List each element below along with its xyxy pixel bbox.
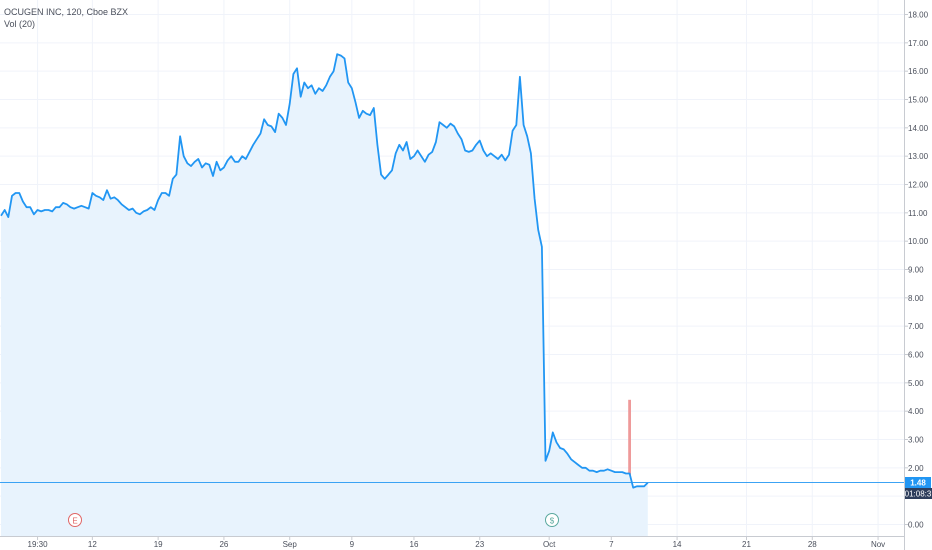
price-tick-label: 12.00 bbox=[908, 181, 929, 190]
price-tick-label: 6.00 bbox=[908, 351, 924, 360]
time-tick-label: 7 bbox=[609, 540, 614, 549]
price-tick-label: 8.00 bbox=[908, 294, 924, 303]
volume-indicator-label[interactable]: Vol (20) bbox=[4, 19, 36, 29]
earnings-marker[interactable] bbox=[68, 513, 82, 527]
price-axis[interactable]: 0.001.002.003.004.005.006.007.008.009.00… bbox=[904, 0, 932, 550]
price-tick-label: 7.00 bbox=[908, 322, 924, 331]
price-tick-label: 15.00 bbox=[908, 96, 929, 105]
chart-legend: OCUGEN INC, 120, Cboe BZX Vol (20) bbox=[4, 6, 128, 30]
time-tick-label: 21 bbox=[742, 540, 751, 549]
earnings-marker-label: E bbox=[72, 517, 77, 526]
price-tag-bg bbox=[905, 477, 931, 488]
countdown-bg bbox=[905, 488, 932, 499]
dividend-marker-label: $ bbox=[550, 517, 555, 526]
time-axis-bg bbox=[0, 536, 904, 550]
price-tick-label: 10.00 bbox=[908, 237, 929, 246]
price-tick-label: 11.00 bbox=[908, 209, 928, 218]
price-tick-label: 13.00 bbox=[908, 152, 929, 161]
time-tick-label: 26 bbox=[219, 540, 228, 549]
price-line bbox=[0, 53, 649, 489]
time-tick-label: Nov bbox=[871, 540, 885, 549]
price-axis-bg bbox=[904, 0, 932, 550]
dividend-marker[interactable] bbox=[545, 513, 559, 527]
bar-countdown: 01:08:3 bbox=[905, 490, 932, 499]
price-tag: 1.48 01:08:3 bbox=[905, 477, 932, 499]
time-axis[interactable]: 19:30 12 19 26 Sep 9 16 23 Oct 7 14 21 28 Nov bbox=[0, 536, 904, 550]
time-tick-label: 14 bbox=[673, 540, 682, 549]
event-markers[interactable]: E $ bbox=[68, 513, 559, 527]
time-tick-label: 9 bbox=[350, 540, 355, 549]
time-tick-label: Oct bbox=[543, 540, 556, 549]
price-tick-label: 2.00 bbox=[908, 464, 924, 473]
price-tick-label: 4.00 bbox=[908, 407, 924, 416]
symbol-title[interactable]: OCUGEN INC, 120, Cboe BZX bbox=[4, 7, 129, 17]
time-tick-label: 16 bbox=[410, 540, 419, 549]
time-tick-label: 28 bbox=[808, 540, 817, 549]
time-tick-label: Sep bbox=[283, 540, 298, 549]
price-area-fill bbox=[1, 54, 648, 536]
time-tick-label: 19 bbox=[154, 540, 163, 549]
price-tick-label: 14.00 bbox=[908, 124, 929, 133]
price-tick-label: 5.00 bbox=[908, 379, 924, 388]
price-tick-label: 9.00 bbox=[908, 266, 924, 275]
time-tick-label: 19:30 bbox=[28, 540, 49, 549]
time-tick-label: 12 bbox=[88, 540, 97, 549]
volume-bar bbox=[628, 399, 631, 532]
price-tick-label: 3.00 bbox=[908, 436, 924, 445]
price-tick-label: 0.00 bbox=[908, 521, 924, 530]
price-tag-value: 1.48 bbox=[910, 479, 926, 488]
price-tick-label: 18.00 bbox=[908, 11, 929, 20]
price-tick-label: 17.00 bbox=[908, 39, 929, 48]
price-tick-label: 16.00 bbox=[908, 67, 929, 76]
time-tick-label: 23 bbox=[475, 540, 484, 549]
